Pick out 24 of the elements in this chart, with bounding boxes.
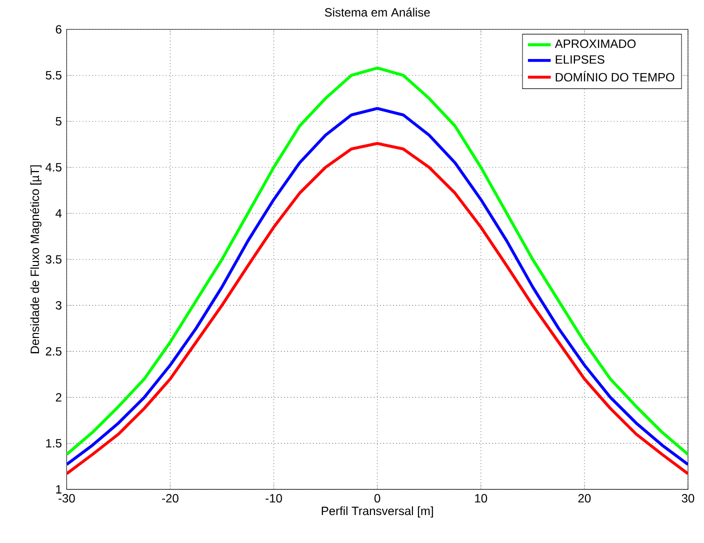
y-tick-label: 3 — [56, 301, 62, 310]
y-tick-label: 1 — [56, 485, 62, 494]
x-tick-label: 30 — [682, 494, 694, 503]
y-tick-label: 4 — [56, 209, 62, 218]
y-tick-label: 6 — [56, 25, 62, 34]
x-tick-label: -30 — [58, 494, 75, 503]
x-tick-label: 20 — [578, 494, 591, 503]
legend-label: DOMÍNIO DO TEMPO — [556, 71, 674, 82]
x-tick-label: -20 — [162, 494, 178, 503]
y-tick-label: 2.5 — [46, 347, 62, 356]
legend-label: APROXIMADO — [554, 40, 636, 48]
y-axis-title: Densidade de Fluxo Magnético [µT] — [30, 166, 42, 354]
legend-label: ELIPSES — [556, 55, 604, 64]
y-tick-label: 2 — [56, 393, 62, 402]
x-tick-label: 0 — [374, 494, 380, 503]
x-tick-label: 10 — [475, 494, 488, 503]
y-tick-label: 1.5 — [46, 439, 62, 448]
y-tick-label: 4.5 — [46, 163, 62, 172]
y-tick-label: 5.5 — [46, 71, 62, 80]
x-tick-label: -10 — [266, 494, 282, 503]
chart-title: Sistema em Análise — [324, 8, 430, 17]
x-axis-title: Perfil Transversal [m] — [322, 506, 433, 518]
y-tick-label: 5 — [56, 117, 62, 126]
y-tick-label: 3.5 — [46, 255, 62, 264]
